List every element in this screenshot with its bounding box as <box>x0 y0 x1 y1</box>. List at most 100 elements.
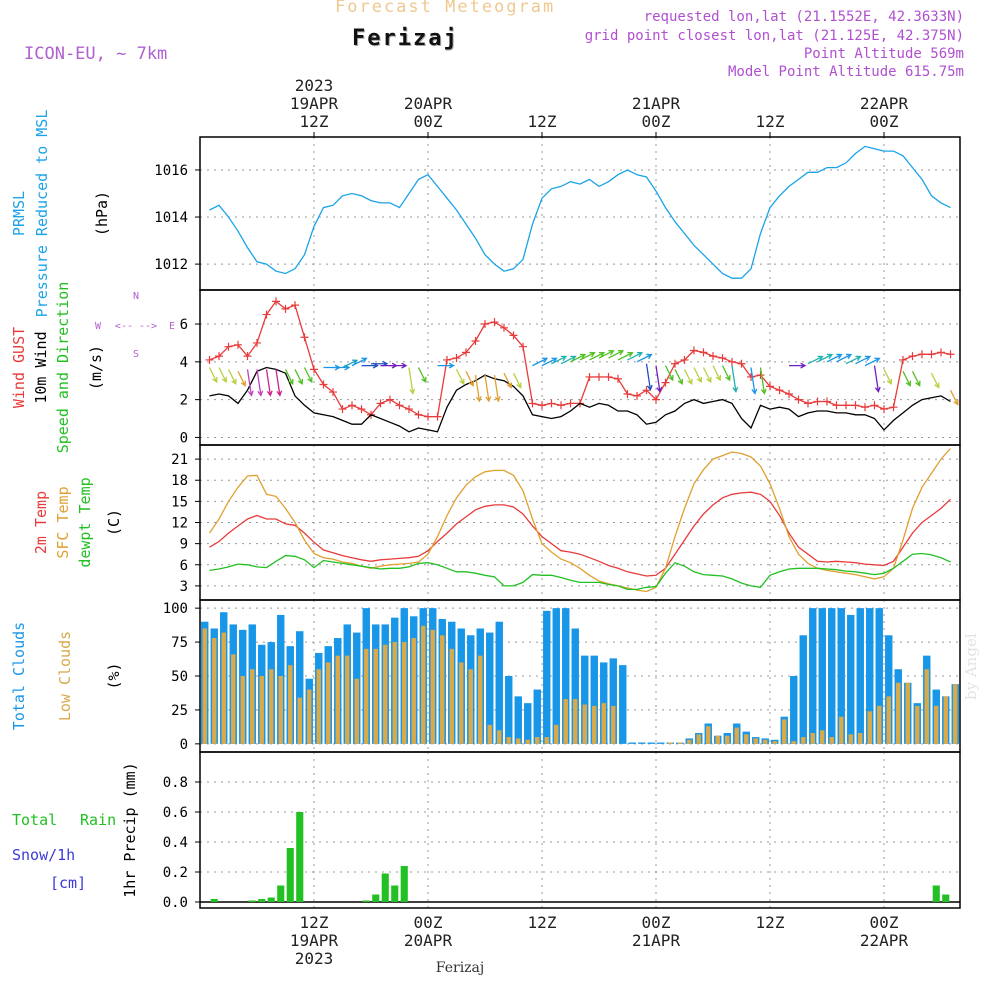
precip-bar <box>362 900 370 902</box>
gust-marker <box>234 340 242 349</box>
temperature-grid <box>200 445 960 600</box>
low-clouds-bar <box>772 741 777 744</box>
low-clouds-bar <box>563 699 568 744</box>
gust-marker <box>804 399 812 408</box>
wind-arrow <box>693 367 703 384</box>
low-clouds-bar <box>715 735 720 744</box>
low-clouds-bar <box>430 629 435 744</box>
low-clouds-bar <box>288 665 293 744</box>
gust-marker <box>918 350 926 359</box>
total-clouds-bar <box>875 608 883 744</box>
low-clouds-bar <box>668 742 673 744</box>
wind-arrow <box>911 370 921 387</box>
gust-marker <box>832 401 841 410</box>
temperature-ytick-label: 15 <box>171 494 188 510</box>
clouds-ytick-label: 50 <box>171 669 188 685</box>
wind-arrow <box>246 369 254 397</box>
gust-marker <box>490 318 499 327</box>
chart-subtitle: Forecast Meteogram <box>335 0 556 17</box>
low-clouds-bar <box>497 730 502 744</box>
pressure-ytick-label: 1014 <box>154 210 188 226</box>
wind-arrow <box>351 357 368 367</box>
gust-marker <box>386 395 394 404</box>
low-clouds-bar <box>259 676 264 744</box>
low-clouds-bar <box>877 705 882 744</box>
precipitation-ytick-label: 0.8 <box>163 775 188 791</box>
low-clouds-bar <box>896 682 901 744</box>
clouds-ytick-label: 0 <box>180 737 188 753</box>
wind-axis-label: Wind GUST <box>10 327 28 408</box>
low-clouds-bar <box>915 705 920 744</box>
low-clouds-bar <box>421 625 426 744</box>
low-clouds-bar <box>525 739 530 744</box>
wind-arrow <box>949 389 959 406</box>
low-clouds-bar <box>326 662 331 744</box>
total-clouds-bar <box>486 632 494 744</box>
total-clouds-bar <box>524 703 532 744</box>
wind-axis-label: (m/s) <box>87 345 105 390</box>
wind-arrow <box>417 367 427 384</box>
wind-arrow <box>455 369 465 386</box>
low-clouds-bar <box>554 724 559 744</box>
precip-bar <box>381 873 389 902</box>
bottom-time-label: 21APR <box>632 931 681 950</box>
total-clouds-bar <box>866 608 874 744</box>
low-clouds-bar <box>212 638 217 744</box>
wind-arrow <box>437 362 455 369</box>
total-clouds-bar <box>505 676 513 744</box>
gust-marker <box>794 395 803 404</box>
precip-bar <box>210 899 218 902</box>
gust-marker <box>481 320 489 329</box>
gust-marker <box>528 399 537 408</box>
gust-marker <box>329 388 337 397</box>
temperature-ytick-label: 3 <box>180 579 188 595</box>
top-time-label: 21APR <box>632 94 681 113</box>
gust-marker <box>585 372 594 381</box>
gust-marker <box>870 401 879 410</box>
low-clouds-bar <box>335 655 340 744</box>
dewpt-temp-line <box>209 552 951 591</box>
temperature-axis-label: SFC Temp <box>54 486 72 558</box>
gust-marker <box>823 397 831 406</box>
low-clouds-bar <box>544 737 549 744</box>
gust-marker <box>281 304 290 313</box>
clouds-axis-label: Total Clouds <box>10 622 28 730</box>
gust-marker <box>633 391 641 400</box>
low-clouds-bar <box>953 684 958 744</box>
wind-arrow <box>750 367 758 395</box>
precipitation-grid <box>200 752 960 908</box>
gust-marker <box>785 389 793 398</box>
gust-marker <box>500 323 508 332</box>
low-clouds-bar <box>449 648 454 744</box>
gust-marker <box>604 372 613 381</box>
wind-arrow <box>636 353 653 363</box>
gust-marker <box>405 405 413 414</box>
bottom-time-label: 2023 <box>295 949 334 968</box>
bottom-time-label: 00Z <box>870 913 899 932</box>
clouds-panel: 0 25 50 75 100 Total Clouds Low Clouds (%) <box>10 599 961 753</box>
low-clouds-bar <box>269 669 274 744</box>
gust-marker <box>262 310 271 319</box>
gust-marker <box>452 354 461 363</box>
wind-arrow <box>303 367 313 384</box>
low-clouds-bar <box>601 703 606 744</box>
top-time-label: 12Z <box>756 112 785 131</box>
gust-marker <box>547 399 556 408</box>
bottom-time-label: 19APR <box>290 931 339 950</box>
low-clouds-bar <box>487 724 492 744</box>
gust-marker <box>766 382 774 391</box>
wind-arrow <box>826 353 843 363</box>
total-clouds-bar <box>571 628 579 744</box>
gust-marker <box>215 352 223 361</box>
legend-snow: Snow/1h <box>12 846 75 864</box>
gust-marker <box>680 355 689 364</box>
low-clouds-bar <box>753 738 758 744</box>
clouds-ytick-label: 100 <box>163 601 188 617</box>
top-time-label: 12Z <box>300 112 329 131</box>
point-altitude-label: Point Altitude 569m <box>803 46 964 62</box>
wind-arrow <box>465 370 475 387</box>
precipitation-frame <box>199 751 961 909</box>
wind-arrow <box>855 355 872 365</box>
pressure-axis-label: Pressure Reduced to MSL <box>33 110 51 318</box>
gust-marker <box>310 365 318 374</box>
